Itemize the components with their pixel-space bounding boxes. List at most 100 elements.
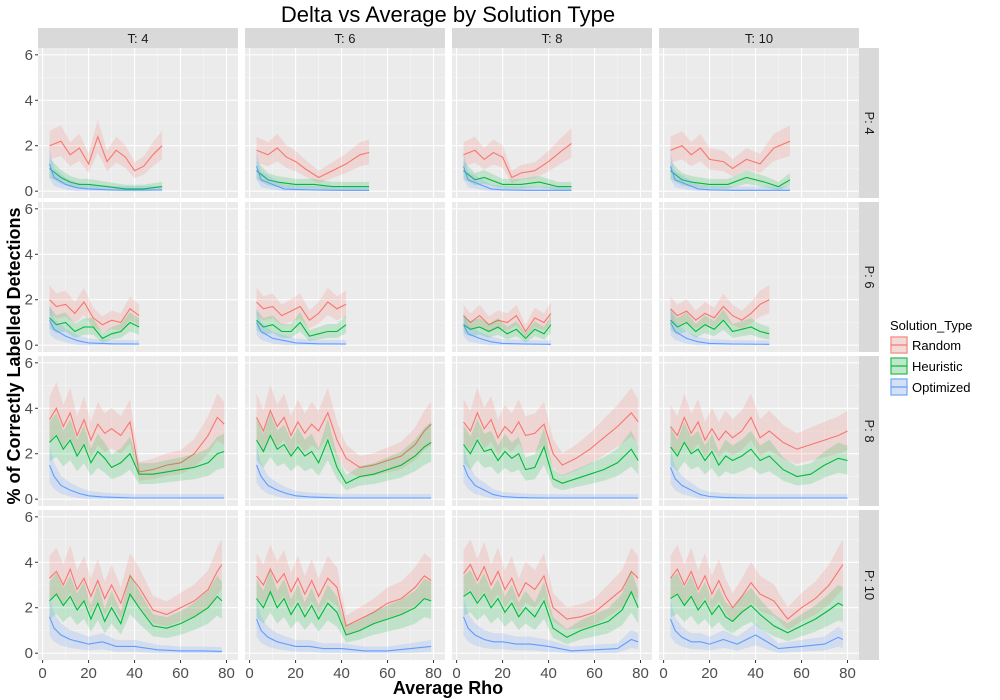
panel-plot xyxy=(669,539,844,653)
confidence-ribbon-optimized xyxy=(670,600,843,653)
panel-plot xyxy=(462,387,639,500)
series-line-random xyxy=(670,415,848,450)
series-line-random xyxy=(463,411,639,466)
panel-plot xyxy=(670,285,770,346)
y-tick-label: 4 xyxy=(25,92,33,109)
series-line-heuristic xyxy=(256,319,347,337)
confidence-ribbon-optimized xyxy=(463,151,572,192)
facet-col-label: T: 8 xyxy=(542,31,563,46)
series-line-random xyxy=(256,147,370,179)
panel-plot xyxy=(48,119,163,192)
series-line-heuristic xyxy=(256,434,432,485)
x-tick-label: 40 xyxy=(540,665,557,682)
confidence-ribbon-heuristic xyxy=(49,306,140,343)
facet-row-label: P: 8 xyxy=(862,419,877,442)
y-tick-label: 0 xyxy=(25,645,33,662)
panel-plot xyxy=(48,382,225,500)
panel-plot xyxy=(462,128,572,192)
confidence-ribbon-heuristic xyxy=(670,421,848,486)
confidence-ribbon-heuristic xyxy=(463,315,551,343)
x-tick-label: 80 xyxy=(218,665,235,682)
confidence-ribbon-optimized xyxy=(463,446,639,500)
legend-label-optimized: Optimized xyxy=(912,380,971,395)
y-tick-label: 2 xyxy=(25,138,33,155)
y-tick-label: 2 xyxy=(25,446,33,463)
series-line-optimized xyxy=(49,319,140,345)
series-line-optimized xyxy=(669,467,848,499)
confidence-ribbon-random xyxy=(49,119,163,179)
facet-strip-col xyxy=(245,28,445,48)
x-tick-label: 80 xyxy=(425,665,442,682)
x-tick-label: 60 xyxy=(793,665,810,682)
panel-plot xyxy=(462,539,639,654)
series-line-random xyxy=(256,567,432,627)
y-tick-label: 4 xyxy=(25,246,33,263)
y-tick-label: 2 xyxy=(25,292,33,309)
facet-strip-col xyxy=(38,28,238,48)
confidence-ribbon-optimized xyxy=(49,597,222,654)
y-tick-label: 6 xyxy=(25,355,33,372)
series-line-optimized xyxy=(48,163,163,191)
x-tick-label: 0 xyxy=(245,665,253,682)
x-tick-label: 0 xyxy=(452,665,460,682)
facet-strip-col xyxy=(452,28,652,48)
facet-col-label: T: 10 xyxy=(745,31,773,46)
series-line-random xyxy=(463,143,572,179)
facet-col-label: T: 4 xyxy=(128,31,149,46)
series-line-random xyxy=(49,407,225,473)
confidence-ribbon-optimized xyxy=(256,446,432,500)
panel-plot xyxy=(463,302,552,346)
y-tick-label: 6 xyxy=(25,201,33,218)
chart-title: Delta vs Average by Solution Type xyxy=(281,2,615,27)
series-line-optimized xyxy=(256,322,347,345)
series-line-optimized xyxy=(462,166,572,191)
series-line-random xyxy=(463,563,639,620)
series-line-optimized xyxy=(463,324,551,345)
series-line-heuristic xyxy=(463,170,572,188)
facet-strip-col xyxy=(659,28,859,48)
series-line-heuristic xyxy=(49,434,225,475)
x-tick-label: 20 xyxy=(287,665,304,682)
confidence-ribbon-optimized xyxy=(256,600,432,654)
confidence-ribbon-random xyxy=(256,385,432,478)
series-line-optimized xyxy=(669,166,790,191)
y-tick-label: 0 xyxy=(25,337,33,354)
series-line-random xyxy=(670,299,770,321)
confidence-ribbon-heuristic xyxy=(49,413,225,484)
x-tick-label: 80 xyxy=(839,665,856,682)
legend: Solution_Type Random Heuristic Optimized xyxy=(890,318,972,396)
x-tick-label: 0 xyxy=(659,665,667,682)
facet-row-label: P: 6 xyxy=(862,265,877,288)
facet-row-label: P: 10 xyxy=(862,570,877,600)
facet-strip-row xyxy=(859,510,879,660)
confidence-ribbon-random xyxy=(670,393,848,464)
series-line-heuristic xyxy=(256,170,370,188)
panel-plot xyxy=(49,285,140,346)
series-line-heuristic xyxy=(256,590,432,636)
series-line-heuristic xyxy=(670,319,770,335)
series-line-heuristic xyxy=(49,592,223,629)
confidence-ribbon-random xyxy=(463,128,572,184)
confidence-ribbon-optimized xyxy=(463,312,551,346)
series-line-optimized xyxy=(669,618,844,650)
series-line-random xyxy=(670,140,791,170)
confidence-ribbon-optimized xyxy=(463,597,639,654)
series-line-optimized xyxy=(48,464,225,499)
panel-plot xyxy=(255,544,432,654)
confidence-ribbon-optimized xyxy=(670,151,790,192)
confidence-ribbon-optimized xyxy=(670,308,770,346)
series-line-heuristic xyxy=(463,324,552,340)
confidence-ribbon-random xyxy=(49,382,225,481)
confidence-ribbon-heuristic xyxy=(49,573,222,638)
x-tick-label: 60 xyxy=(379,665,396,682)
confidence-ribbon-heuristic xyxy=(256,413,432,491)
series-line-optimized xyxy=(255,166,370,191)
x-tick-label: 40 xyxy=(126,665,143,682)
series-line-random xyxy=(256,301,347,321)
series-line-heuristic xyxy=(49,168,163,190)
confidence-ribbon-optimized xyxy=(49,446,225,500)
series-line-optimized xyxy=(670,322,770,345)
confidence-ribbon-optimized xyxy=(670,449,848,500)
legend-title: Solution_Type xyxy=(890,318,972,333)
